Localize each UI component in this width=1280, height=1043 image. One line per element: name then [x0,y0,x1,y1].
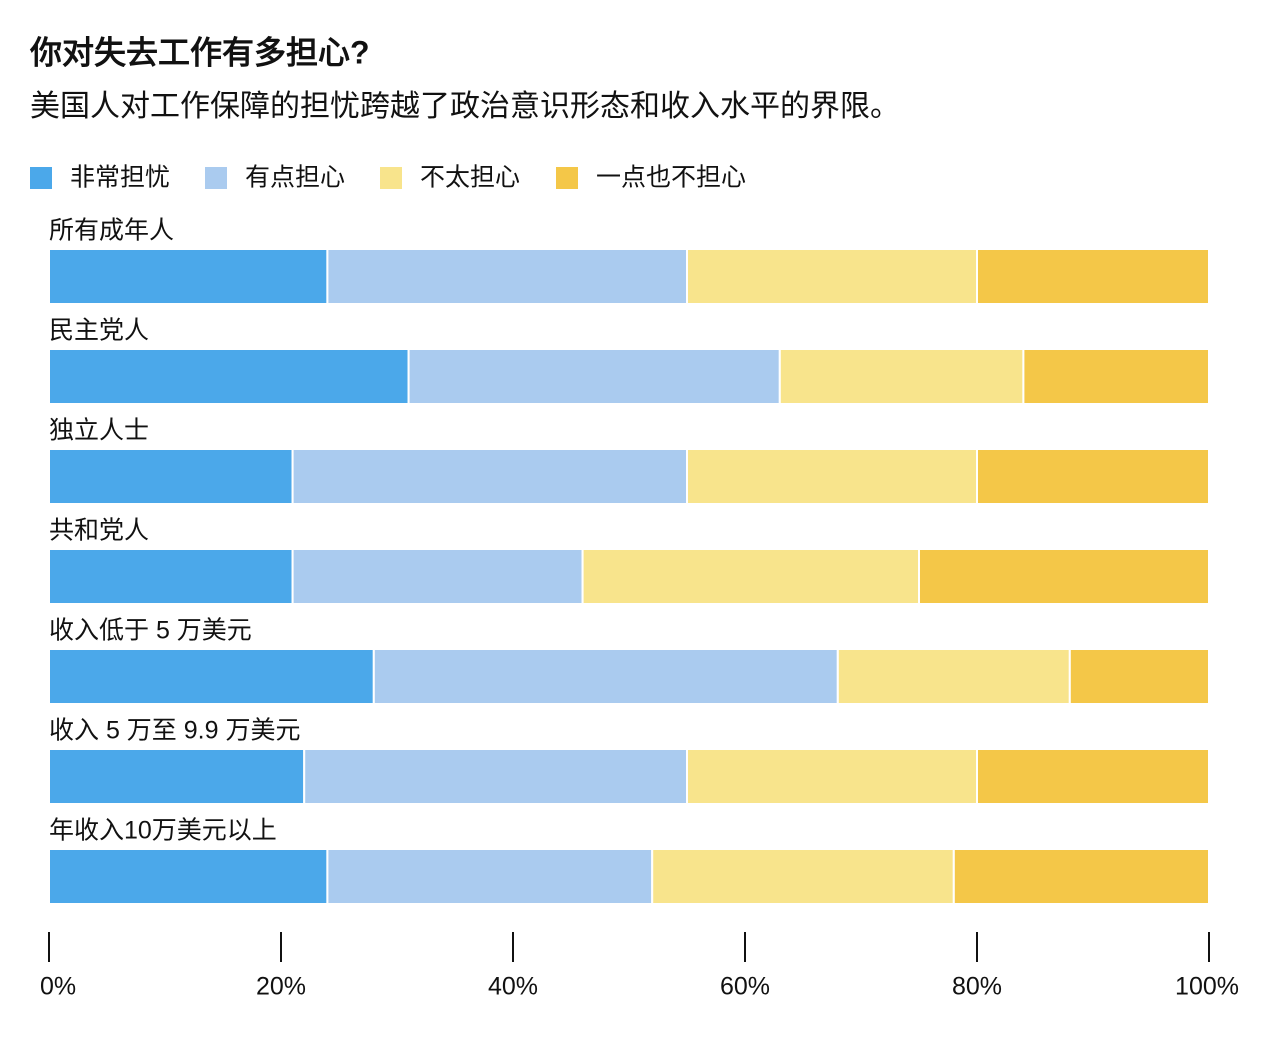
x-tick-label: 80% [952,973,1002,1001]
legend-swatch [380,167,402,189]
legend-swatch [205,167,227,189]
bar-segment [407,348,781,405]
bar-segment [48,448,294,505]
bar-segment [836,648,1071,705]
chart-subtitle: 美国人对工作保障的担忧跨越了政治意识形态和收入水平的界限。 [30,90,900,123]
x-tick-label: 100% [1175,973,1239,1001]
bar-segment [1022,348,1211,405]
legend-label: 不太担心 [420,164,520,192]
x-tick-label: 20% [256,973,306,1001]
row-label: 收入低于 5 万美元 [49,617,252,645]
bar-segment [976,748,1210,805]
bar-segment [48,748,306,805]
row-label: 民主党人 [49,317,149,345]
bar-segment [918,548,1210,605]
bar-segment [976,448,1210,505]
legend-swatch [30,167,52,189]
bar-segment [48,348,410,405]
chart-title: 你对失去工作有多担心? [29,34,370,70]
x-tick-label: 60% [720,973,770,1001]
bar-segment [291,448,688,505]
bar-segment [372,648,839,705]
bar-segment [48,548,294,605]
legend-label: 非常担忧 [70,164,170,192]
bar-segment [303,748,688,805]
row-label: 年收入10万美元以上 [49,817,277,845]
bar-segment [1068,648,1211,705]
x-tick-label: 0% [40,973,76,1001]
bar-segment [686,248,978,305]
row-label: 所有成年人 [49,217,174,245]
bar-segment [581,548,920,605]
bar-segment [778,348,1025,405]
bar-segment [976,248,1210,305]
row-label: 独立人士 [49,417,149,445]
bar-segment [326,848,654,905]
bar-segment [48,248,329,305]
bar-segment [291,548,584,605]
bar-segment [651,848,955,905]
bar-segment [48,848,329,905]
x-tick-label: 40% [488,973,538,1001]
legend-swatch [556,167,578,189]
bar-segment [686,448,978,505]
bar-segment [686,748,978,805]
legend-label: 有点担心 [245,164,345,192]
bar-segment [326,248,688,305]
bar-segment [952,848,1210,905]
row-label: 收入 5 万至 9.9 万美元 [49,717,300,745]
legend-label: 一点也不担心 [596,164,746,192]
bar-segment [48,648,375,705]
row-label: 共和党人 [49,517,149,545]
